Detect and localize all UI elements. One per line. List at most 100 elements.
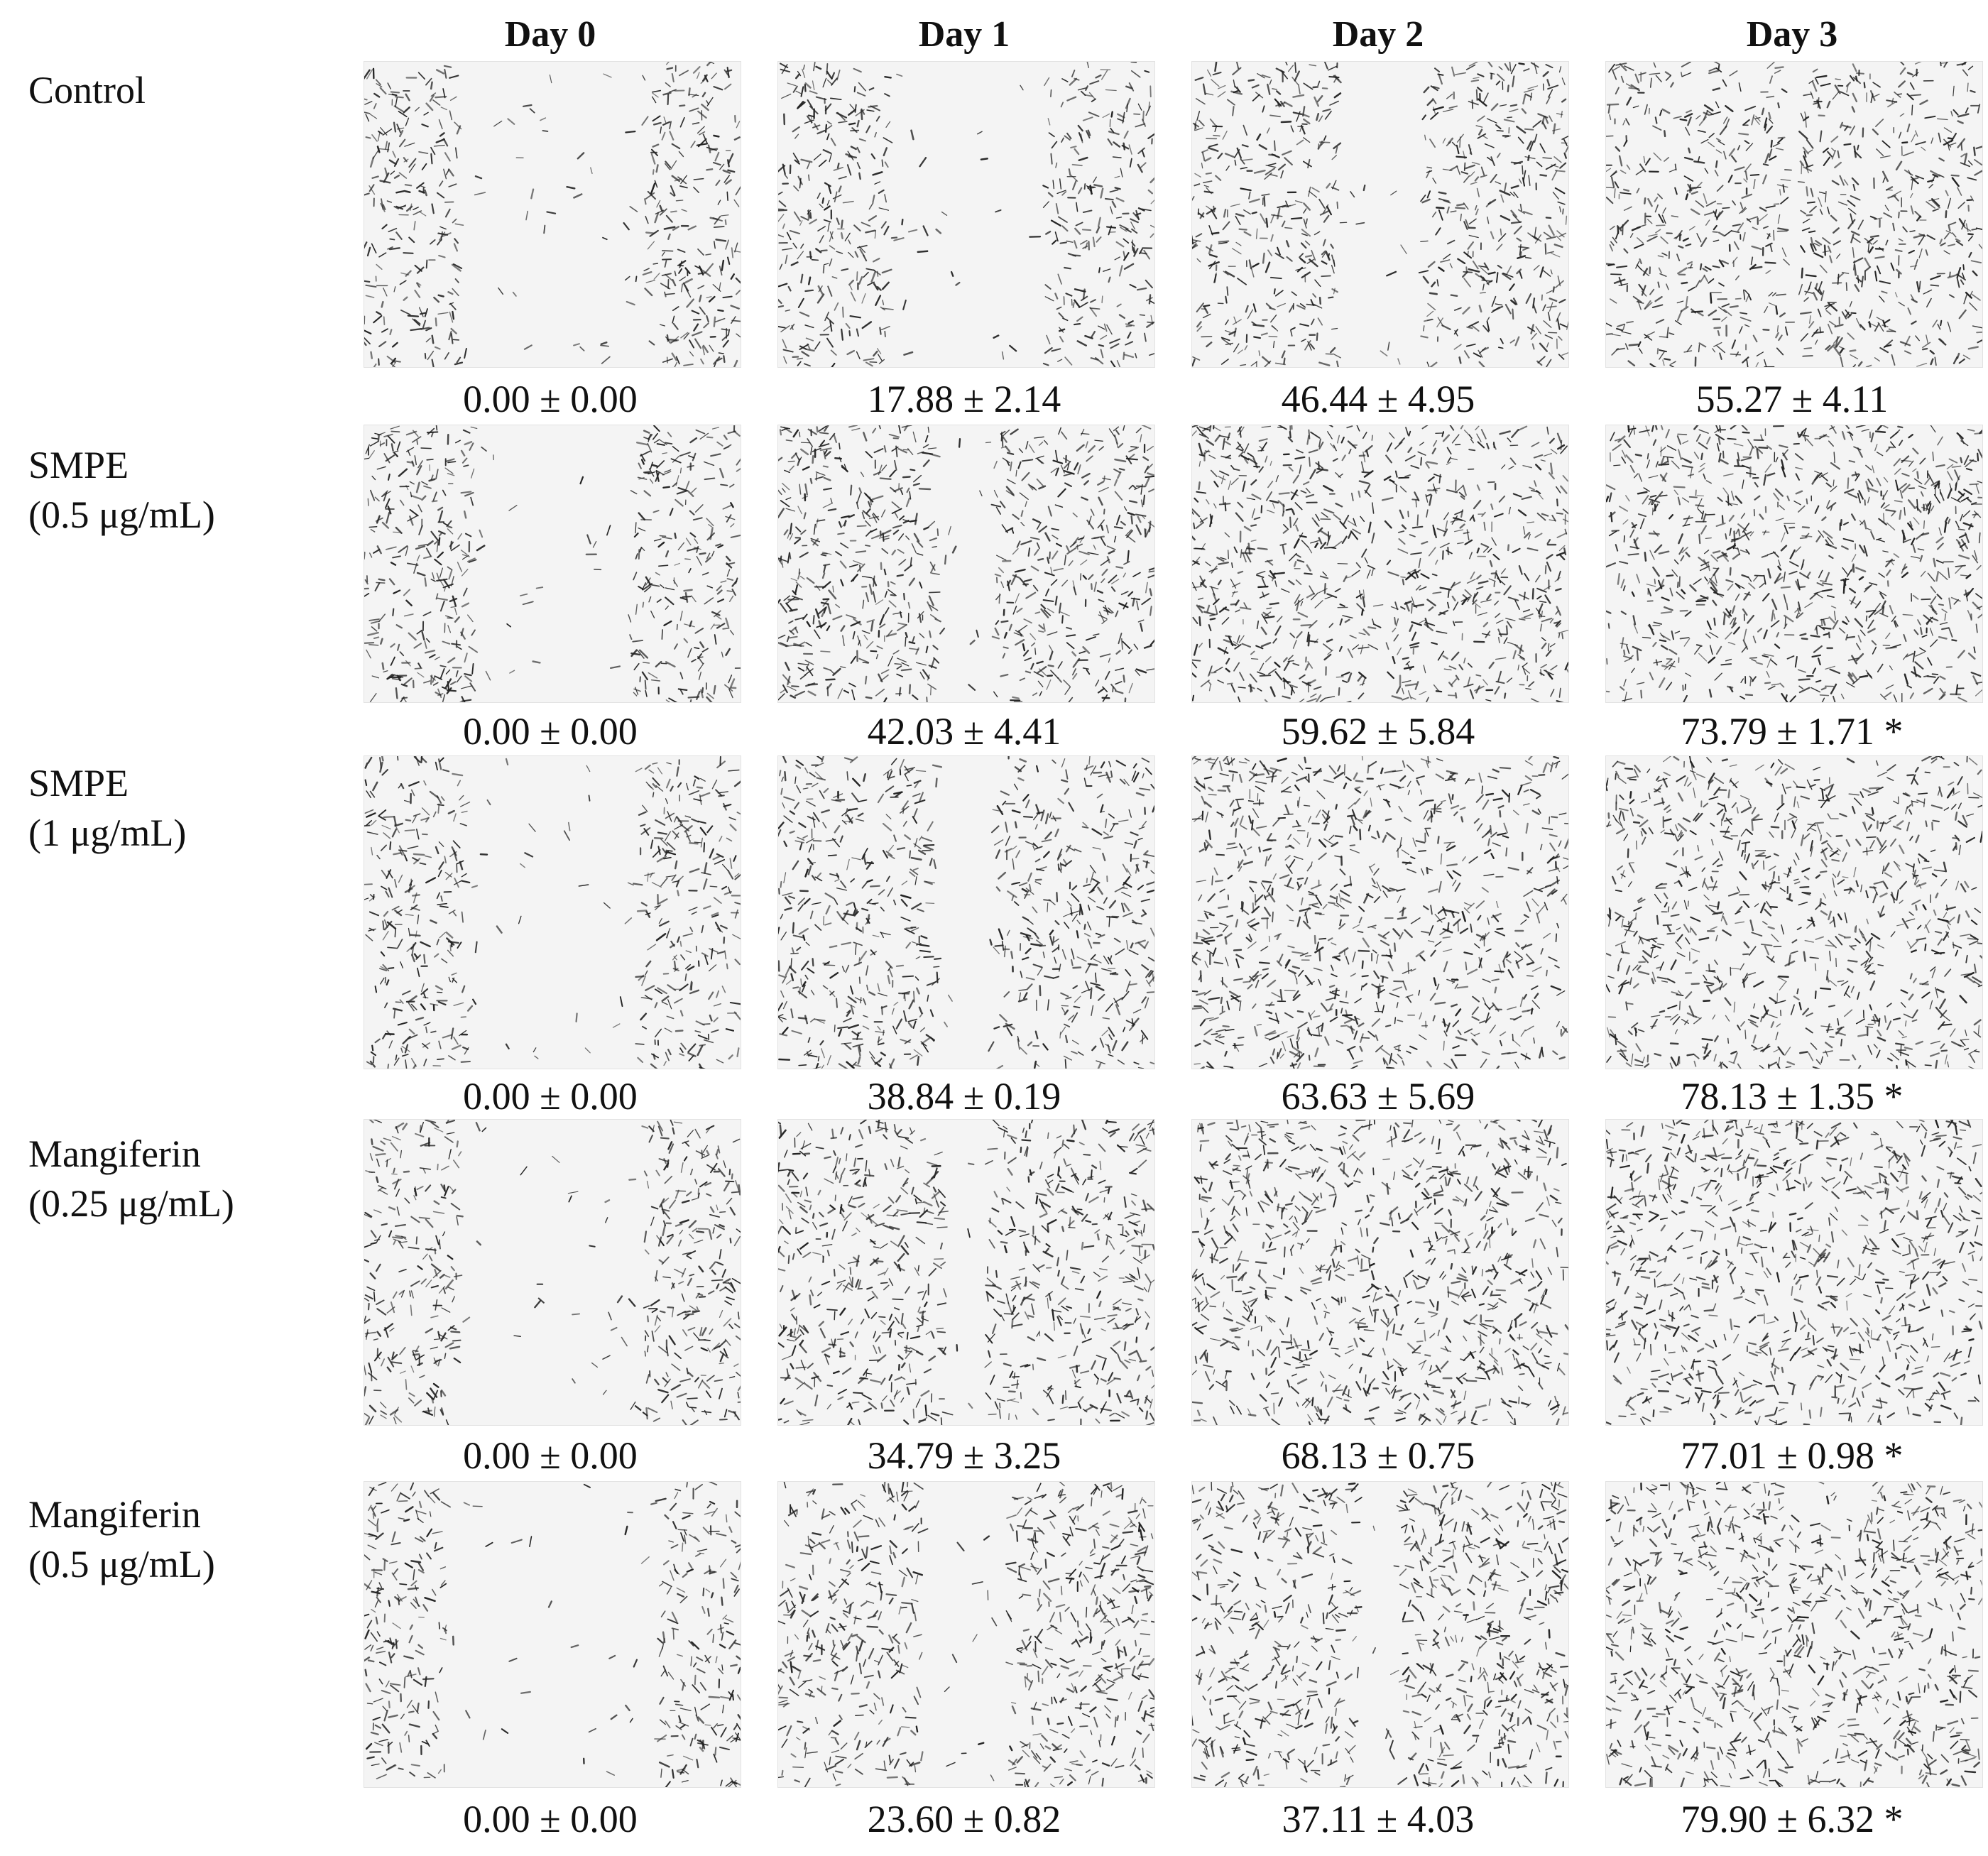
- cell-mark: [816, 129, 826, 135]
- cell-mark: [1509, 339, 1516, 344]
- cell-mark: [1653, 152, 1662, 161]
- cell-mark: [1145, 582, 1148, 594]
- cell-mark: [1115, 689, 1124, 694]
- cell-mark: [1644, 300, 1651, 310]
- cell-mark: [1915, 130, 1918, 137]
- cell-mark: [1010, 574, 1017, 586]
- cell-mark: [509, 670, 515, 674]
- cell-mark: [1523, 613, 1534, 618]
- cell-mark: [778, 489, 782, 496]
- cell-mark: [1557, 630, 1568, 634]
- cell-mark: [727, 159, 730, 168]
- cell-mark: [697, 249, 704, 256]
- cell-mark: [1425, 697, 1429, 702]
- cell-mark: [823, 487, 833, 491]
- cell-mark: [1357, 675, 1363, 682]
- cell-mark: [1925, 249, 1928, 256]
- cell-mark: [834, 457, 842, 460]
- cell-mark: [1342, 615, 1353, 619]
- cell-mark: [1331, 154, 1338, 160]
- cell-mark: [905, 636, 907, 647]
- cell-mark: [1384, 520, 1392, 529]
- cell-mark: [898, 559, 907, 566]
- cell-mark: [1341, 454, 1346, 462]
- cell-mark: [388, 227, 398, 233]
- cell-mark: [1540, 459, 1546, 462]
- cell-mark: [1774, 66, 1784, 69]
- cell-mark: [1852, 246, 1855, 258]
- cell-mark: [1624, 343, 1629, 350]
- cell-mark: [643, 437, 650, 440]
- cell-mark: [667, 432, 672, 437]
- cell-mark: [434, 346, 441, 350]
- cell-mark: [1685, 126, 1691, 136]
- cell-mark: [1561, 136, 1568, 140]
- cell-mark: [1557, 335, 1563, 341]
- cell-mark: [1776, 347, 1784, 356]
- cell-mark: [1439, 586, 1452, 591]
- cell-mark: [878, 535, 890, 539]
- cell-mark: [1326, 205, 1333, 216]
- cell-mark: [645, 192, 655, 200]
- cell-mark: [910, 129, 914, 141]
- cell-mark: [1735, 275, 1740, 280]
- cell-mark: [1198, 616, 1201, 627]
- cell-mark: [861, 222, 871, 227]
- cell-mark: [713, 316, 716, 327]
- cell-mark: [1127, 550, 1130, 562]
- cell-mark: [674, 361, 678, 367]
- cell-mark: [1930, 275, 1941, 280]
- cell-mark: [635, 604, 638, 615]
- cell-mark: [1850, 312, 1857, 315]
- cell-mark: [1132, 572, 1141, 577]
- cell-mark: [433, 144, 445, 147]
- cell-mark: [1442, 138, 1446, 144]
- cell-mark: [1280, 170, 1284, 179]
- cell-mark: [1926, 234, 1935, 240]
- cell-mark: [1331, 264, 1335, 274]
- cell-mark: [1135, 668, 1147, 674]
- cell-mark: [914, 513, 918, 525]
- cell-mark: [1460, 596, 1470, 602]
- cell-mark: [1311, 592, 1318, 601]
- cell-mark: [1501, 464, 1506, 469]
- cell-mark: [1708, 278, 1715, 284]
- cell-mark: [1400, 606, 1406, 610]
- cell-mark: [1529, 92, 1533, 101]
- cell-mark: [1703, 274, 1709, 283]
- cell-mark: [1257, 73, 1265, 79]
- cell-mark: [653, 439, 660, 444]
- cell-mark: [790, 323, 795, 330]
- cell-mark: [1144, 477, 1150, 488]
- cell-mark: [1438, 198, 1450, 202]
- cell-mark: [1394, 470, 1398, 478]
- cell-mark: [1496, 244, 1503, 251]
- cell-mark: [1504, 63, 1510, 71]
- cell-mark: [371, 437, 378, 440]
- cell-mark: [1213, 205, 1216, 212]
- cell-mark: [412, 430, 419, 437]
- cell-mark: [476, 545, 486, 552]
- cell-mark: [778, 298, 782, 305]
- cell-mark: [791, 452, 797, 459]
- cell-mark: [520, 593, 528, 596]
- cell-mark: [1316, 113, 1320, 121]
- cell-mark: [1857, 144, 1859, 151]
- cell-mark: [1360, 515, 1365, 522]
- cell-mark: [1275, 475, 1279, 483]
- cell-mark: [1333, 142, 1342, 150]
- cell-mark: [1864, 237, 1873, 245]
- cell-mark: [1002, 457, 1010, 464]
- cell-mark: [1372, 623, 1382, 628]
- cell-mark: [435, 593, 439, 600]
- cell-mark: [881, 268, 892, 274]
- cell-mark: [1438, 209, 1443, 221]
- cell-mark: [668, 89, 677, 93]
- cell-mark: [809, 219, 818, 225]
- cell-mark: [1196, 491, 1207, 494]
- cell-mark: [1372, 604, 1384, 607]
- cell-mark: [1863, 82, 1866, 89]
- cell-mark: [1512, 75, 1515, 87]
- cell-mark: [1799, 160, 1805, 167]
- cell-mark: [1743, 178, 1748, 183]
